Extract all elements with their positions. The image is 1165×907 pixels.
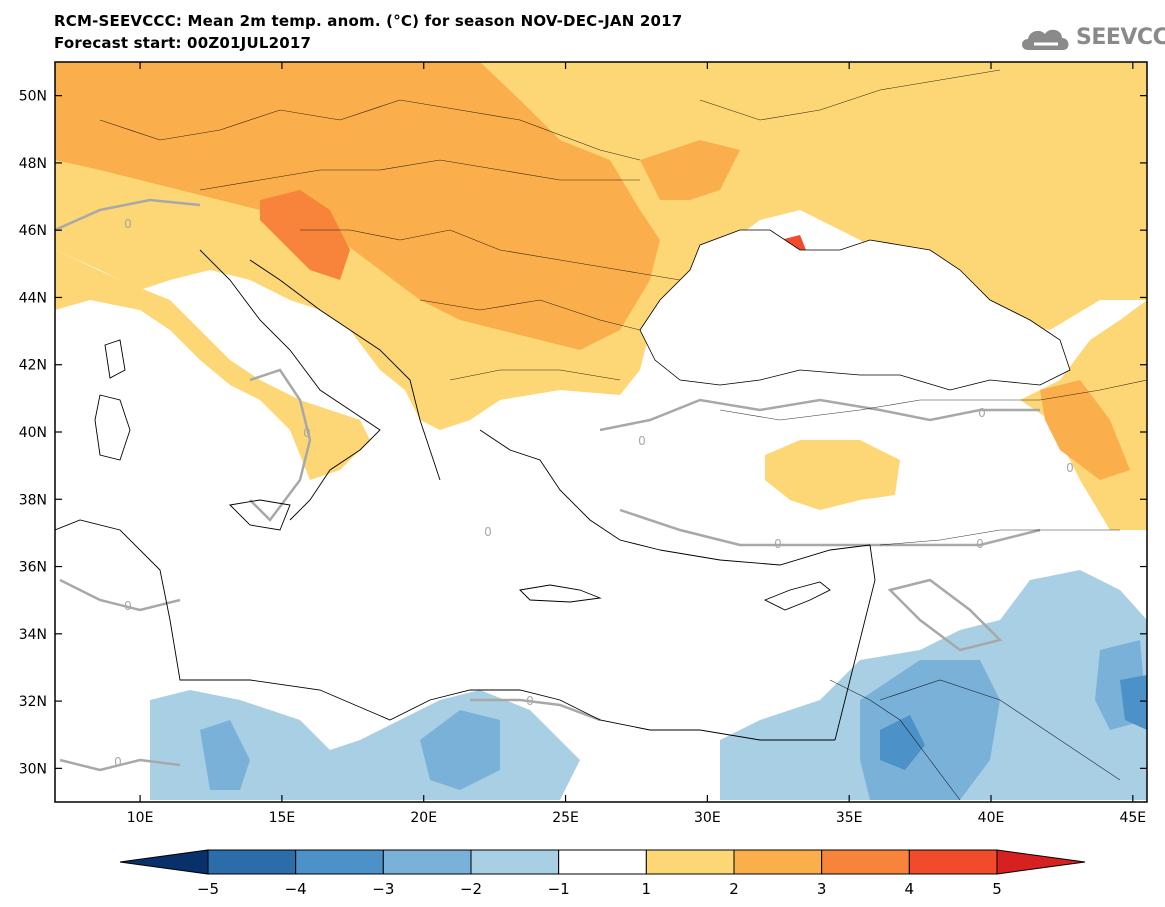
coastline-italy: [199, 249, 381, 521]
coastline-turkey-south: [659, 544, 871, 566]
forecast-start-label: Forecast start: 00Z01JUL2017: [54, 34, 312, 52]
coastline-sicily: [229, 499, 291, 531]
cold-anomaly-core-3: [200, 720, 250, 790]
warm-anomaly-east-edge: [1040, 380, 1130, 480]
coastline-crete: [519, 584, 602, 603]
lat-tick-label: 34N: [19, 627, 47, 643]
colorbar-tick-label: −3: [372, 880, 394, 898]
zero-contour-4: [59, 578, 181, 612]
coastline-corsica: [104, 339, 126, 379]
warm-anomaly-central-europe: [55, 62, 660, 350]
coastline-levant: [834, 544, 876, 741]
country-borders: [99, 69, 1147, 801]
anomaly-field: [55, 62, 1147, 801]
coastline-aegean: [479, 429, 661, 551]
zero-contour-8: [470, 698, 601, 722]
colorbar-tick-label: 2: [729, 880, 739, 898]
contour-label: 0: [124, 599, 132, 613]
contour-label: 0: [526, 694, 534, 708]
colorbar-tick-label: −5: [197, 880, 219, 898]
seevccc-logo: SEEVCCC: [1018, 22, 1165, 56]
warm-anomaly-alps: [260, 190, 350, 280]
lat-tick-label: 30N: [19, 761, 47, 777]
colorbar-segment: [382, 849, 472, 875]
cold-anomaly-core-6: [1120, 675, 1147, 730]
zero-contours: [55, 198, 1041, 772]
contour-label: 0: [638, 434, 646, 448]
lat-tick-label: 40N: [19, 425, 47, 441]
colorbar-tick-label: 3: [817, 880, 827, 898]
contour-label: 0: [978, 406, 986, 420]
contour-label: 0: [774, 537, 782, 551]
coastline-north-africa: [55, 519, 835, 741]
contour-label: 0: [1066, 461, 1074, 475]
contour-labels: 0 0 0 0 0 0 0 0 0 0 0: [114, 217, 1074, 769]
warm-anomaly-anatolia: [765, 440, 900, 510]
colorbar-tick-label: 4: [905, 880, 915, 898]
colorbar-segment: [295, 849, 384, 875]
lon-tick-label: 25E: [552, 810, 579, 826]
colorbar-left-arrow: [119, 849, 209, 875]
colorbar-segment: [733, 849, 823, 875]
lon-tick-label: 15E: [269, 810, 296, 826]
colorbar-segment: [558, 849, 647, 875]
cold-anomaly-core-2: [420, 710, 500, 790]
lon-tick-label: 20E: [410, 810, 437, 826]
colorbar-right-arrow: [996, 849, 1086, 875]
latitude-axis: 50N 48N 46N 44N 42N 40N 38N 36N 34N 32N 30N: [19, 89, 1147, 777]
colorbar-tick-label: 5: [992, 880, 1002, 898]
lat-tick-label: 42N: [19, 358, 47, 374]
contour-label: 0: [124, 217, 132, 231]
lon-tick-label: 30E: [694, 810, 721, 826]
zero-contour-7: [249, 368, 312, 522]
warm-anomaly-italy: [55, 250, 370, 480]
lat-tick-label: 44N: [19, 290, 47, 306]
colorbar-tick-label: −2: [460, 880, 482, 898]
colorbar: −5 −4 −3 −2 −1 1 2 3 4 5: [119, 849, 1086, 898]
zero-contour-3: [619, 508, 1041, 547]
colorbar-segment: [207, 849, 297, 875]
logo-text: SEEVCCC: [1076, 25, 1165, 50]
coastline-sardinia: [94, 394, 131, 461]
black-sea: [639, 229, 1071, 391]
coastline-adriatic: [249, 259, 441, 481]
zero-contour-5: [59, 758, 181, 772]
zero-contour-6: [887, 578, 1003, 652]
longitude-axis: 10E 15E 20E 25E 30E 35E 40E 45E: [127, 62, 1146, 826]
colorbar-tick-label: 1: [642, 880, 652, 898]
lon-tick-label: 45E: [1119, 810, 1146, 826]
lon-tick-label: 35E: [836, 810, 863, 826]
lon-tick-label: 40E: [978, 810, 1005, 826]
zero-contour-1: [55, 198, 201, 232]
cloud-icon: [1022, 29, 1069, 50]
colorbar-segment: [470, 849, 560, 875]
map-title: RCM-SEEVCCC: Mean 2m temp. anom. (°C) fo…: [54, 12, 683, 30]
lat-tick-label: 46N: [19, 223, 47, 239]
warm-anomaly-ukraine: [640, 140, 740, 200]
contour-label: 0: [976, 537, 984, 551]
colorbar-tick-label: −1: [548, 880, 570, 898]
colorbar-segment: [908, 849, 998, 875]
lat-tick-label: 36N: [19, 560, 47, 576]
cold-anomaly-core-5: [880, 715, 925, 770]
zero-contour-2: [599, 398, 1040, 432]
contour-label: 0: [484, 525, 492, 539]
coastline-cyprus: [763, 581, 831, 611]
contour-label: 0: [303, 426, 311, 440]
lat-tick-label: 32N: [19, 694, 47, 710]
colorbar-tick-label: −4: [285, 880, 307, 898]
lat-tick-label: 38N: [19, 492, 47, 508]
lat-tick-label: 50N: [19, 89, 47, 105]
contour-label: 0: [114, 755, 122, 769]
lon-tick-label: 10E: [127, 810, 154, 826]
colorbar-segment: [645, 849, 735, 875]
colorbar-segment: [821, 849, 910, 875]
coastlines: [55, 249, 876, 741]
lat-tick-label: 48N: [19, 156, 47, 172]
